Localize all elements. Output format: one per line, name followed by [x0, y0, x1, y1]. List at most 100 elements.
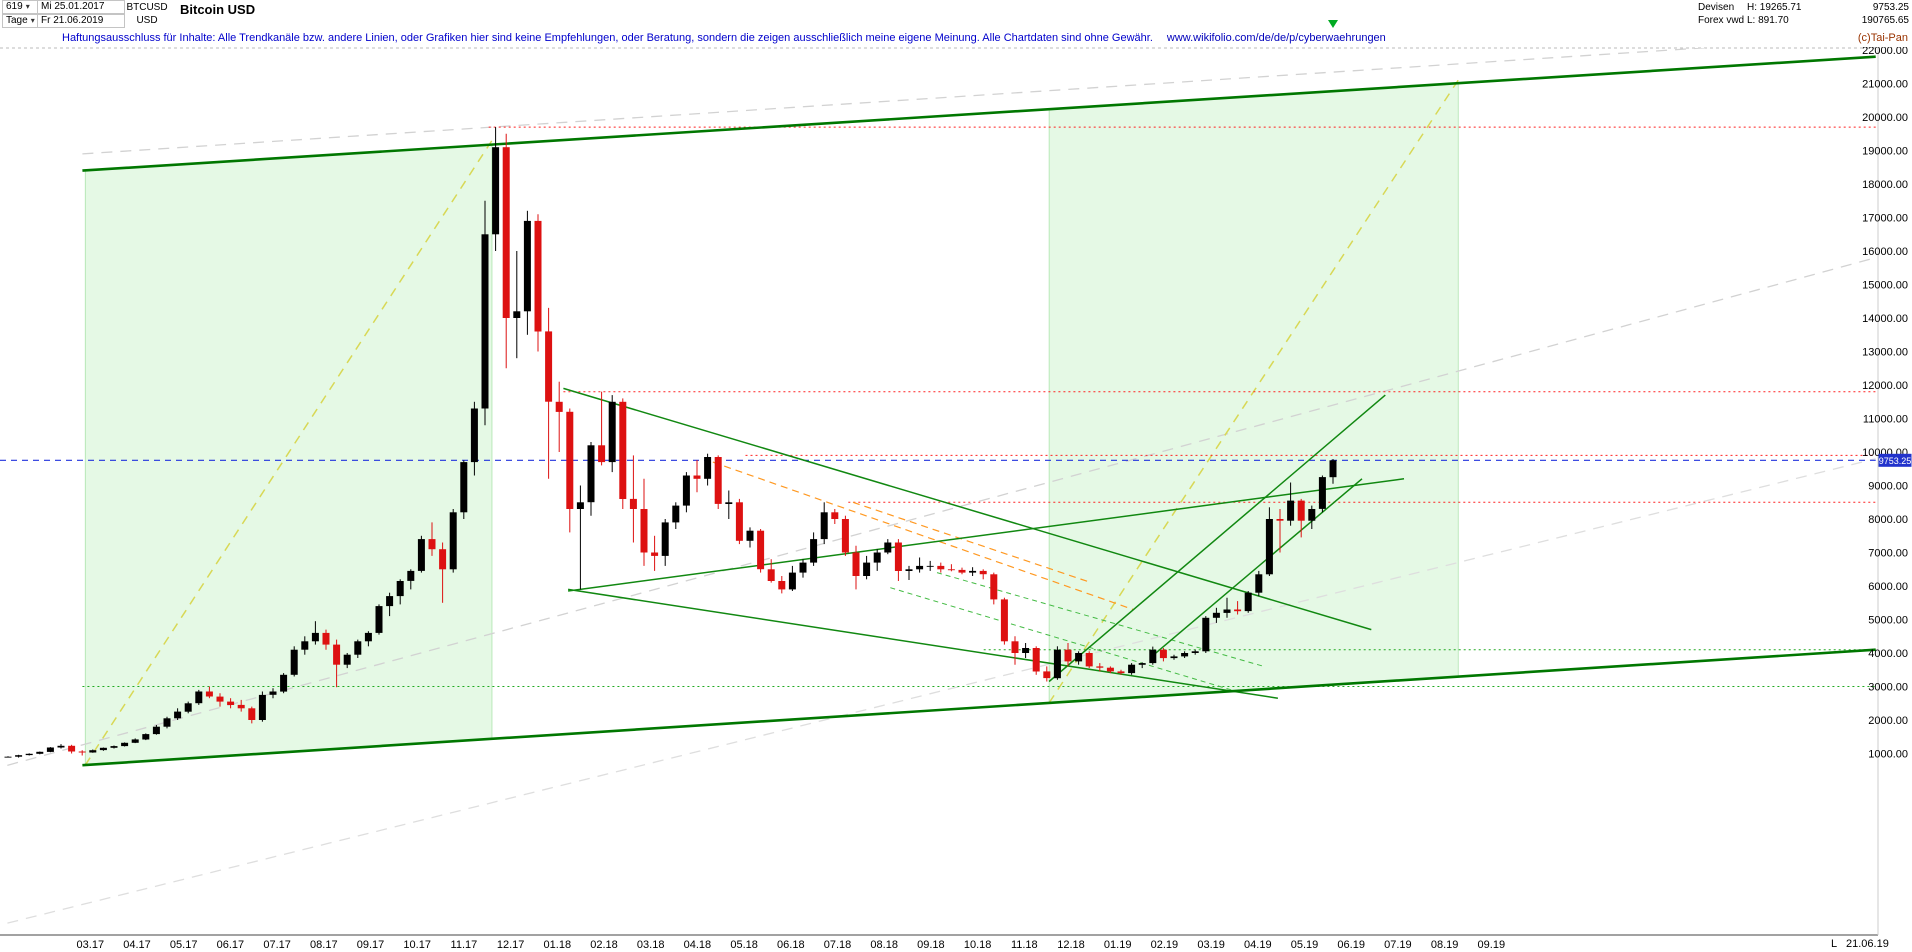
- chevron-down-icon: ▾: [25, 2, 30, 11]
- svg-text:03.17: 03.17: [77, 939, 105, 951]
- copyright-label: (c)Tai-Pan: [1857, 32, 1908, 44]
- volume-value: 190765.65: [1861, 15, 1909, 26]
- svg-text:12.18: 12.18: [1057, 939, 1085, 951]
- chevron-down-icon: ▾: [30, 16, 35, 25]
- gray-trend-2: [82, 48, 1712, 155]
- svg-text:22000.00: 22000.00: [1862, 45, 1908, 57]
- svg-text:11.18: 11.18: [1011, 939, 1038, 951]
- disclaimer-message: Haftungsausschluss für Inhalte: Alle Tre…: [62, 32, 1153, 44]
- svg-text:04.19: 04.19: [1244, 939, 1272, 951]
- svg-text:06.18: 06.18: [777, 939, 805, 951]
- projection-bands: [84, 82, 1459, 766]
- svg-text:14000.00: 14000.00: [1862, 313, 1908, 325]
- channel-lower: [82, 648, 1876, 767]
- svg-text:03.19: 03.19: [1197, 939, 1225, 951]
- period-dropdown[interactable]: Tage ▾: [2, 14, 40, 28]
- svg-text:13000.00: 13000.00: [1862, 347, 1908, 359]
- svg-text:06.19: 06.19: [1337, 939, 1365, 951]
- symbol-code: BTCUSD: [126, 2, 168, 13]
- svg-text:09.18: 09.18: [917, 939, 945, 951]
- svg-text:2000.00: 2000.00: [1868, 715, 1908, 727]
- svg-text:08.17: 08.17: [310, 939, 338, 951]
- svg-text:05.19: 05.19: [1291, 939, 1319, 951]
- header: 619 ▾ Mi 25.01.2017 Tage ▾ Fr 21.06.2019 B…: [0, 0, 1912, 30]
- svg-text:07.17: 07.17: [263, 939, 291, 951]
- svg-text:06.17: 06.17: [217, 939, 245, 951]
- steep-2019-trend-2: [1151, 478, 1363, 657]
- svg-text:12000.00: 12000.00: [1862, 380, 1908, 392]
- svg-text:19000.00: 19000.00: [1862, 146, 1908, 158]
- svg-text:10.17: 10.17: [403, 939, 431, 951]
- svg-text:9753.25: 9753.25: [1879, 456, 1912, 466]
- svg-text:01.19: 01.19: [1104, 939, 1132, 951]
- orange-downtrend-1: [712, 461, 1134, 611]
- svg-text:12.17: 12.17: [497, 939, 525, 951]
- svg-text:5000.00: 5000.00: [1868, 615, 1908, 627]
- candlesticks-layer: [4, 127, 1337, 758]
- steep-2019-trend-1: [1048, 394, 1386, 683]
- downtrend-from-feb18-high: [563, 387, 1372, 631]
- svg-text:16000.00: 16000.00: [1862, 246, 1908, 258]
- chart-title: Bitcoin USD: [180, 2, 256, 17]
- start-date-value: Mi 25.01.2017: [41, 1, 105, 12]
- svg-text:03.18: 03.18: [637, 939, 665, 951]
- bars-count-dropdown[interactable]: 619 ▾: [2, 0, 40, 14]
- svg-text:02.19: 02.19: [1151, 939, 1179, 951]
- low-value: L: 891.70: [1747, 15, 1789, 26]
- svg-text:05.18: 05.18: [730, 939, 758, 951]
- bars-count-value: 619: [6, 1, 23, 12]
- gray-trend-3: [0, 458, 1876, 926]
- orange-downtrend-2: [852, 501, 1092, 584]
- svg-text:7000.00: 7000.00: [1868, 548, 1908, 560]
- svg-text:07.18: 07.18: [824, 939, 852, 951]
- category-label: Devisen: [1698, 2, 1735, 13]
- trend-lines-layer: [0, 48, 1876, 926]
- svg-text:6000.00: 6000.00: [1868, 581, 1908, 593]
- current-price-tag: 9753.25: [1878, 453, 1912, 467]
- svg-text:09.19: 09.19: [1478, 939, 1506, 951]
- svg-text:4000.00: 4000.00: [1868, 648, 1908, 660]
- date-axis-labels: 03.17 04.17 05.17 06.17 07.17 08.17 09.17 10.17…: [77, 939, 1506, 951]
- symbol-currency: USD: [136, 15, 158, 26]
- period-value: Tage: [6, 15, 28, 26]
- downtrend-support: [567, 588, 1279, 699]
- svg-text:08.19: 08.19: [1431, 939, 1459, 951]
- svg-text:11.17: 11.17: [451, 939, 478, 951]
- disclaimer-bar: Haftungsausschluss für Inhalte: Alle Tre…: [0, 30, 1912, 47]
- price-axis-labels: 1000.00 2000.00 3000.00 4000.00 5000.00 6000.…: [1862, 45, 1908, 761]
- gray-trend-1: [0, 257, 1876, 768]
- last-price-value: 9753.25: [1872, 2, 1909, 13]
- svg-text:04.18: 04.18: [684, 939, 712, 951]
- svg-text:11000.00: 11000.00: [1863, 414, 1908, 426]
- disclaimer-text: Haftungsausschluss für Inhalte: Alle Tre…: [62, 32, 1386, 44]
- svg-text:15000.00: 15000.00: [1862, 280, 1908, 292]
- projection-band-2019: [1048, 82, 1459, 704]
- svg-text:3000.00: 3000.00: [1868, 682, 1908, 694]
- plot-frame: [0, 47, 1879, 936]
- channel-upper: [82, 55, 1876, 172]
- svg-text:04.17: 04.17: [123, 939, 151, 951]
- last-marker-label: L: [1831, 938, 1838, 950]
- svg-text:21000.00: 21000.00: [1862, 79, 1908, 91]
- svg-text:05.17: 05.17: [170, 939, 198, 951]
- svg-text:08.18: 08.18: [870, 939, 898, 951]
- svg-text:20000.00: 20000.00: [1862, 112, 1908, 124]
- projection-diagonal-1: [84, 139, 493, 766]
- source-label: Forex vwd: [1698, 15, 1745, 26]
- svg-text:18000.00: 18000.00: [1862, 179, 1908, 191]
- svg-text:01.18: 01.18: [544, 939, 572, 951]
- wikifolio-link[interactable]: www.wikifolio.com/de/de/p/cyberwaehrunge…: [1166, 32, 1386, 44]
- svg-text:8000.00: 8000.00: [1868, 514, 1908, 526]
- start-date-field[interactable]: Mi 25.01.2017: [37, 0, 125, 14]
- svg-text:09.17: 09.17: [357, 939, 385, 951]
- svg-text:02.18: 02.18: [590, 939, 618, 951]
- last-date-label: 21.06.19: [1846, 938, 1889, 950]
- svg-text:17000.00: 17000.00: [1862, 213, 1908, 225]
- signal-triangle-icon: [1328, 20, 1338, 28]
- svg-text:9000.00: 9000.00: [1868, 481, 1908, 493]
- symbol-box: BTCUSD USD: [122, 1, 172, 28]
- svg-text:10.18: 10.18: [964, 939, 992, 951]
- end-date-field[interactable]: Fr 21.06.2019: [37, 14, 125, 28]
- svg-text:1000.00: 1000.00: [1868, 749, 1908, 761]
